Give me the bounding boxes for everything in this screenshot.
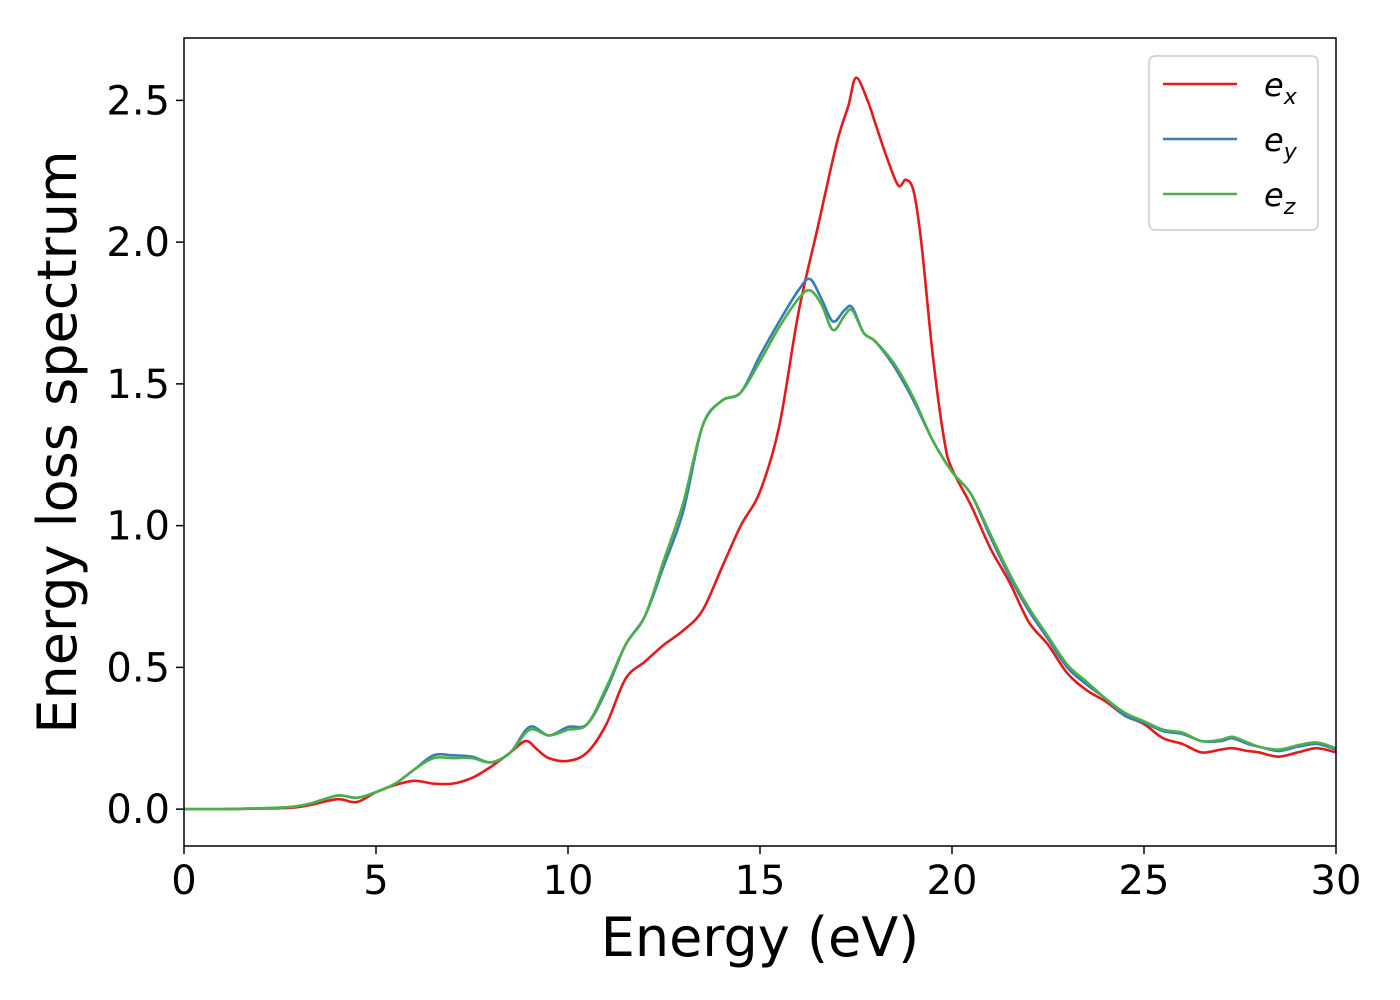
y-tick-label: 1.5: [106, 362, 170, 408]
x-tick-label: 20: [927, 858, 978, 904]
x-tick-label: 25: [1119, 858, 1170, 904]
y-tick-label: 1.0: [106, 504, 170, 550]
y-axis-ticks: 0.0 0.5 1.0 1.5 2.0 2.5: [106, 78, 184, 833]
y-tick-label: 2.0: [106, 220, 170, 266]
y-axis-label: Energy loss spectrum: [26, 150, 89, 733]
y-tick-label: 0.0: [106, 787, 170, 833]
legend-label-z: ez: [1264, 176, 1296, 220]
x-tick-label: 30: [1311, 858, 1362, 904]
series-lines: [183, 76, 1337, 811]
series-line-y: [183, 277, 1337, 811]
x-tick-label: 15: [735, 858, 786, 904]
series-line-z: [183, 288, 1337, 811]
y-tick-label: 0.5: [106, 645, 170, 691]
legend-label-y: ey: [1264, 121, 1298, 165]
legend-frame: [1148, 55, 1319, 231]
series-line-x: [183, 76, 1337, 811]
legend: ex ey ez: [1148, 55, 1319, 231]
x-tick-label: 10: [543, 858, 594, 904]
x-axis-ticks: 0 5 10 15 20 25 30: [171, 846, 1361, 904]
x-tick-label: 0: [171, 858, 196, 904]
y-tick-label: 2.5: [106, 78, 170, 124]
legend-label-x: ex: [1264, 66, 1298, 110]
x-axis-label: Energy (eV): [601, 906, 920, 969]
x-tick-label: 5: [363, 858, 388, 904]
